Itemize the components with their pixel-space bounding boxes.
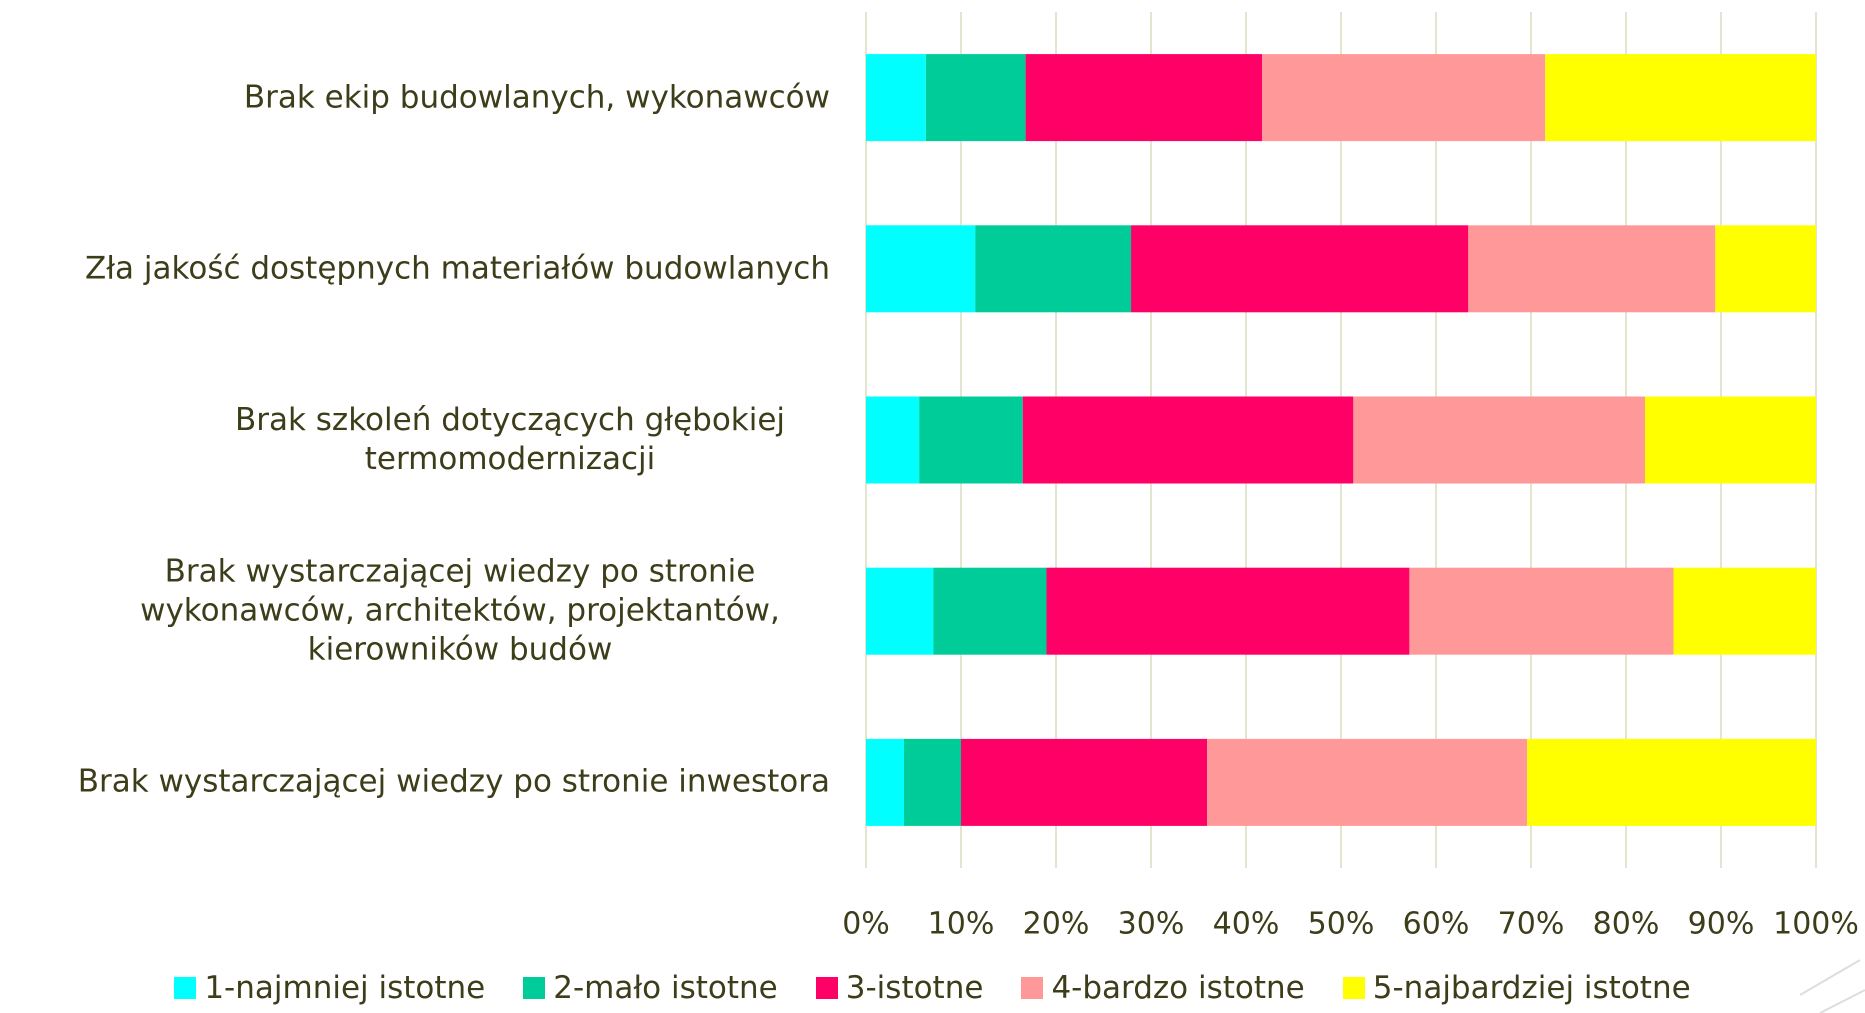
bar-segment (925, 54, 1026, 142)
bar-segment (1025, 54, 1263, 142)
bar-segment (919, 396, 1023, 484)
legend-swatch (1021, 977, 1044, 999)
x-tick-label: 100% (1773, 907, 1859, 942)
legend-label: 4-bardzo istotne (1051, 970, 1305, 1006)
x-tick-label: 90% (1688, 907, 1755, 942)
bar-segment (866, 396, 920, 484)
bar-segment (1468, 225, 1716, 313)
bar-segment (961, 738, 1208, 826)
legend-swatch (1342, 977, 1365, 999)
bar-segment (1262, 54, 1546, 142)
x-tick-label: 30% (1118, 907, 1185, 942)
category-label: Brak wystarczającej wiedzy po stronie wy… (140, 553, 780, 668)
legend-item: 4-bardzo istotne (1021, 970, 1305, 1006)
bar-segment (866, 54, 926, 142)
bar-segment (1353, 396, 1645, 484)
category-label: Brak ekip budowlanych, wykonawców (243, 79, 830, 116)
bar-segment (933, 567, 1047, 655)
x-tick-label: 60% (1403, 907, 1470, 942)
bar-segment (866, 225, 976, 313)
bar-segment (866, 567, 934, 655)
x-tick-label: 10% (928, 907, 995, 942)
legend-item: 3-istotne (815, 970, 984, 1006)
legend-swatch (174, 977, 197, 999)
bar-segment (1207, 738, 1528, 826)
x-tick-label: 50% (1308, 907, 1375, 942)
bar-segment (1527, 738, 1816, 826)
legend-item: 5-najbardziej istotne (1342, 970, 1691, 1006)
bar-segment (904, 738, 961, 826)
bar-segment (975, 225, 1132, 313)
category-label: Brak szkoleń dotyczących głębokiej termo… (234, 402, 786, 477)
legend-item: 2-mało istotne (523, 970, 778, 1006)
bar-segment (1046, 567, 1410, 655)
legend: 1-najmniej istotne 2-mało istotne 3-istotn… (0, 970, 1865, 1006)
legend-label: 1-najmniej istotne (204, 970, 486, 1006)
legend-item: 1-najmniej istotne (174, 970, 485, 1006)
bar-segment (1022, 396, 1354, 484)
bar-segment (1673, 567, 1816, 655)
legend-label: 5-najbardziej istotne (1372, 970, 1691, 1006)
corner-decoration (1799, 959, 1865, 1013)
bar-segment (1715, 225, 1816, 313)
bar-segment (1131, 225, 1469, 313)
legend-swatch (523, 977, 546, 999)
x-tick-label: 80% (1593, 907, 1660, 942)
bar-segment (1645, 396, 1816, 484)
bar-segment (1409, 567, 1674, 655)
x-tick-label: 70% (1498, 907, 1565, 942)
x-tick-label: 40% (1213, 907, 1280, 942)
legend-label: 3-istotne (845, 970, 984, 1006)
x-tick-label: 0% (842, 907, 890, 942)
category-label: Zła jakość dostępnych materiałów budowla… (85, 250, 830, 287)
category-label: Brak wystarczającej wiedzy po stronie in… (77, 763, 830, 800)
x-tick-label: 20% (1023, 907, 1090, 942)
legend-label: 2-mało istotne (553, 970, 778, 1006)
bar-segment (1545, 54, 1816, 142)
bar-segment (866, 738, 904, 826)
legend-swatch (815, 977, 838, 999)
